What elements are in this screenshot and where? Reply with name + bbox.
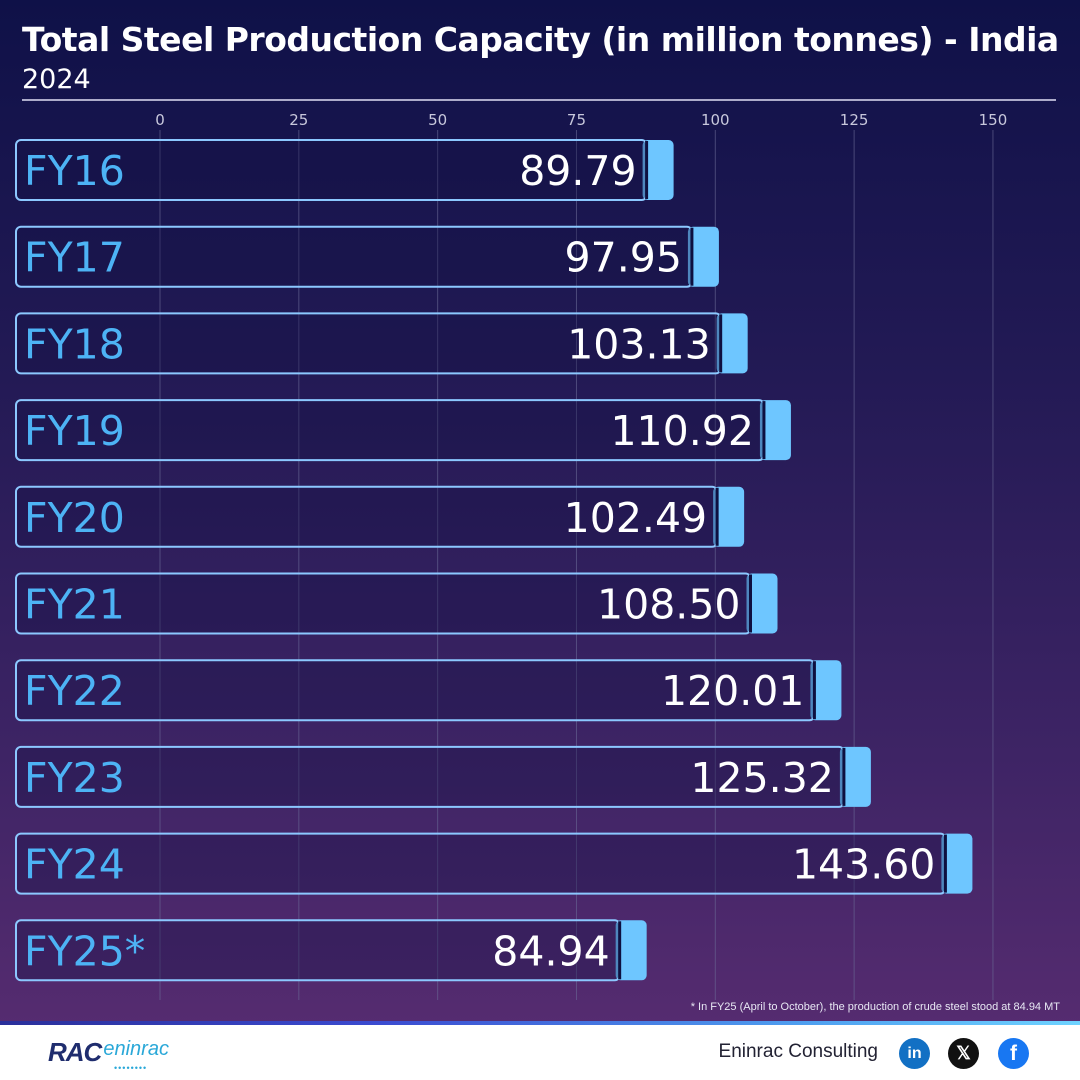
x-twitter-icon[interactable]: 𝕏: [948, 1038, 979, 1069]
category-label: FY20: [24, 494, 125, 542]
category-label: FY23: [24, 754, 125, 802]
x-tick-label: 100: [701, 111, 730, 129]
x-tick-label: 25: [289, 111, 308, 129]
logo-rac-text: RAC: [48, 1037, 102, 1067]
category-label: FY25*: [24, 927, 145, 975]
bar-fy21: FY21 108.50: [15, 572, 778, 635]
value-label: 108.50: [597, 581, 740, 629]
bar-fy18: FY18 103.13: [15, 312, 748, 375]
value-label: 102.49: [564, 494, 707, 542]
category-label: FY21: [24, 581, 125, 629]
logo-eninrac-text: eninrac: [103, 1038, 169, 1060]
bar-cap: [759, 400, 791, 461]
category-label: FY16: [24, 147, 125, 195]
footer-accent-strip: [0, 1021, 1080, 1025]
bar-cap: [746, 573, 778, 634]
category-label: FY19: [24, 407, 125, 455]
value-label: 103.13: [567, 320, 710, 368]
bar-cap: [839, 746, 871, 807]
value-label: 84.94: [492, 927, 609, 975]
footnote: * In FY25 (April to October), the produc…: [690, 1001, 1060, 1013]
category-label: FY22: [24, 667, 125, 715]
bar-fy17: FY17 97.95: [15, 225, 719, 288]
category-label: FY18: [24, 320, 125, 368]
bar-fy19: FY19 110.92: [15, 399, 791, 462]
company-name: Eninrac Consulting: [718, 1041, 878, 1062]
bar-cap: [941, 833, 973, 894]
bar-fy24: FY24 143.60: [15, 832, 973, 895]
bar-fy16: FY16 89.79: [15, 139, 674, 201]
value-label: 120.01: [661, 667, 804, 715]
bar-cap: [716, 313, 748, 374]
chart-title: Total Steel Production Capacity (in mill…: [22, 20, 1059, 59]
x-tick-label: 75: [567, 111, 586, 129]
value-label: 143.60: [792, 841, 935, 889]
x-tick-label: 50: [428, 111, 447, 129]
value-label: 97.95: [565, 234, 682, 282]
eninrac-logo[interactable]: RAC eninrac ••••••••: [48, 1037, 169, 1073]
bar-cap: [615, 920, 647, 981]
linkedin-icon[interactable]: in: [899, 1038, 930, 1069]
value-label: 110.92: [610, 407, 753, 455]
x-tick-label: 125: [840, 111, 869, 129]
bar-cap: [642, 140, 674, 200]
logo-dots: ••••••••: [114, 1063, 148, 1073]
bar-cap: [713, 486, 745, 547]
bar-chart: 0 25 50 75 100 125 150 FY16 89.79 FY17 97.95 FY18 10…: [15, 111, 1008, 1000]
value-label: 89.79: [519, 147, 636, 195]
category-label: FY24: [24, 841, 125, 889]
x-tick-label: 0: [155, 111, 165, 129]
x-tick-label: 150: [979, 111, 1008, 129]
category-label: FY17: [24, 234, 125, 282]
value-label: 125.32: [690, 754, 833, 802]
title-divider: [22, 99, 1056, 101]
bar-fy22: FY22 120.01: [15, 659, 842, 722]
bar-fy23: FY23 125.32: [15, 745, 871, 808]
bar-cap: [810, 660, 842, 721]
bar-cap: [687, 226, 719, 287]
footer: RAC eninrac •••••••• Eninrac Consulting …: [0, 1025, 1080, 1080]
facebook-icon[interactable]: f: [998, 1038, 1029, 1069]
chart-subtitle: 2024: [22, 64, 91, 95]
bar-fy25-star: FY25* 84.94: [15, 919, 647, 982]
bar-fy20: FY20 102.49: [15, 485, 745, 548]
